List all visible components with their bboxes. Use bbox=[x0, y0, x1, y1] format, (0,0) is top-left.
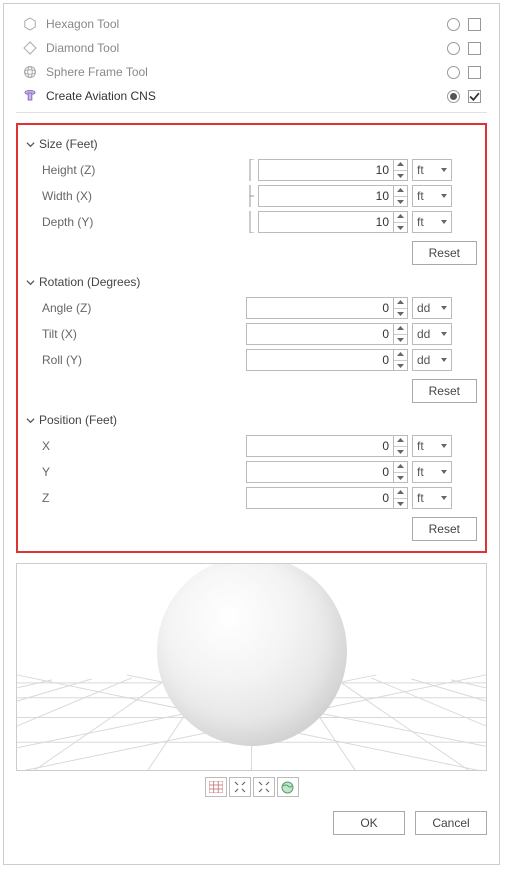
globe-button[interactable] bbox=[277, 777, 299, 797]
field-label: Angle (Z) bbox=[26, 301, 246, 315]
spinner[interactable] bbox=[394, 487, 408, 509]
diamond-icon bbox=[22, 40, 38, 56]
preview-viewport[interactable] bbox=[16, 563, 487, 771]
width-input[interactable] bbox=[258, 185, 394, 207]
field-label: Roll (Y) bbox=[26, 353, 246, 367]
field-label: Width (X) bbox=[26, 189, 246, 203]
unit-select[interactable]: ft bbox=[412, 185, 452, 207]
field-label: Y bbox=[26, 465, 246, 479]
rotation-roll-row: Roll (Y) dd bbox=[26, 347, 477, 373]
dialog-panel: Hexagon Tool Diamond Tool Sphere Frame T… bbox=[3, 3, 500, 865]
link-bracket-bottom[interactable] bbox=[246, 211, 258, 233]
tool-list: Hexagon Tool Diamond Tool Sphere Frame T… bbox=[16, 12, 487, 113]
unit-select[interactable]: ft bbox=[412, 159, 452, 181]
ok-button[interactable]: OK bbox=[333, 811, 405, 835]
preview-toolbar bbox=[16, 777, 487, 797]
tool-label: Create Aviation CNS bbox=[46, 89, 439, 103]
sphere-frame-icon bbox=[22, 64, 38, 80]
section-title: Size (Feet) bbox=[39, 137, 98, 151]
unit-select[interactable]: ft bbox=[412, 461, 452, 483]
rotation-tilt-row: Tilt (X) dd bbox=[26, 321, 477, 347]
unit-select[interactable]: dd bbox=[412, 323, 452, 345]
preview-sphere bbox=[157, 563, 347, 746]
tool-radio[interactable] bbox=[447, 42, 460, 55]
tool-radio[interactable] bbox=[447, 90, 460, 103]
zoom-out-button[interactable] bbox=[253, 777, 275, 797]
unit-select[interactable]: ft bbox=[412, 435, 452, 457]
field-label: X bbox=[26, 439, 246, 453]
pos-z-input[interactable] bbox=[246, 487, 394, 509]
tool-row-sphere-frame[interactable]: Sphere Frame Tool bbox=[16, 60, 487, 84]
tool-row-aviation-cns[interactable]: Create Aviation CNS bbox=[16, 84, 487, 108]
position-reset-button[interactable]: Reset bbox=[412, 517, 477, 541]
tool-label: Hexagon Tool bbox=[46, 17, 439, 31]
position-y-row: Y ft bbox=[26, 459, 477, 485]
tool-checkbox[interactable] bbox=[468, 66, 481, 79]
size-width-row: Width (X) ft bbox=[26, 183, 477, 209]
field-label: Depth (Y) bbox=[26, 215, 246, 229]
tool-label: Diamond Tool bbox=[46, 41, 439, 55]
size-height-row: Height (Z) ft bbox=[26, 157, 477, 183]
unit-select[interactable]: dd bbox=[412, 349, 452, 371]
dialog-footer: OK Cancel bbox=[16, 811, 487, 835]
hexagon-icon bbox=[22, 16, 38, 32]
zoom-in-button[interactable] bbox=[229, 777, 251, 797]
section-size-header[interactable]: Size (Feet) bbox=[26, 137, 477, 151]
tool-radio[interactable] bbox=[447, 18, 460, 31]
section-title: Rotation (Degrees) bbox=[39, 275, 140, 289]
spinner[interactable] bbox=[394, 297, 408, 319]
spinner[interactable] bbox=[394, 435, 408, 457]
grid-toggle-button[interactable] bbox=[205, 777, 227, 797]
section-title: Position (Feet) bbox=[39, 413, 117, 427]
tool-checkbox[interactable] bbox=[468, 42, 481, 55]
unit-select[interactable]: ft bbox=[412, 487, 452, 509]
tool-row-hexagon[interactable]: Hexagon Tool bbox=[16, 12, 487, 36]
tool-checkbox[interactable] bbox=[468, 18, 481, 31]
field-label: Tilt (X) bbox=[26, 327, 246, 341]
rotation-reset-button[interactable]: Reset bbox=[412, 379, 477, 403]
unit-select[interactable]: ft bbox=[412, 211, 452, 233]
pos-y-input[interactable] bbox=[246, 461, 394, 483]
spinner[interactable] bbox=[394, 349, 408, 371]
chevron-down-icon bbox=[26, 416, 35, 425]
depth-input[interactable] bbox=[258, 211, 394, 233]
size-depth-row: Depth (Y) ft bbox=[26, 209, 477, 235]
rotation-angle-row: Angle (Z) dd bbox=[26, 295, 477, 321]
tilt-input[interactable] bbox=[246, 323, 394, 345]
section-position-header[interactable]: Position (Feet) bbox=[26, 413, 477, 427]
field-label: Height (Z) bbox=[26, 163, 246, 177]
angle-input[interactable] bbox=[246, 297, 394, 319]
spinner[interactable] bbox=[394, 323, 408, 345]
properties-frame: Size (Feet) Height (Z) ft Width (X) ft D… bbox=[16, 123, 487, 553]
cancel-button[interactable]: Cancel bbox=[415, 811, 487, 835]
link-bracket-mid[interactable] bbox=[246, 185, 258, 207]
spinner[interactable] bbox=[394, 159, 408, 181]
spinner[interactable] bbox=[394, 211, 408, 233]
aviation-cns-icon bbox=[22, 88, 38, 104]
tool-checkbox[interactable] bbox=[468, 90, 481, 103]
height-input[interactable] bbox=[258, 159, 394, 181]
field-label: Z bbox=[26, 491, 246, 505]
spinner[interactable] bbox=[394, 185, 408, 207]
tool-row-diamond[interactable]: Diamond Tool bbox=[16, 36, 487, 60]
pos-x-input[interactable] bbox=[246, 435, 394, 457]
spinner[interactable] bbox=[394, 461, 408, 483]
unit-select[interactable]: dd bbox=[412, 297, 452, 319]
section-rotation-header[interactable]: Rotation (Degrees) bbox=[26, 275, 477, 289]
position-x-row: X ft bbox=[26, 433, 477, 459]
link-bracket-top[interactable] bbox=[246, 159, 258, 181]
tool-label: Sphere Frame Tool bbox=[46, 65, 439, 79]
chevron-down-icon bbox=[26, 278, 35, 287]
tool-radio[interactable] bbox=[447, 66, 460, 79]
roll-input[interactable] bbox=[246, 349, 394, 371]
position-z-row: Z ft bbox=[26, 485, 477, 511]
size-reset-button[interactable]: Reset bbox=[412, 241, 477, 265]
chevron-down-icon bbox=[26, 140, 35, 149]
